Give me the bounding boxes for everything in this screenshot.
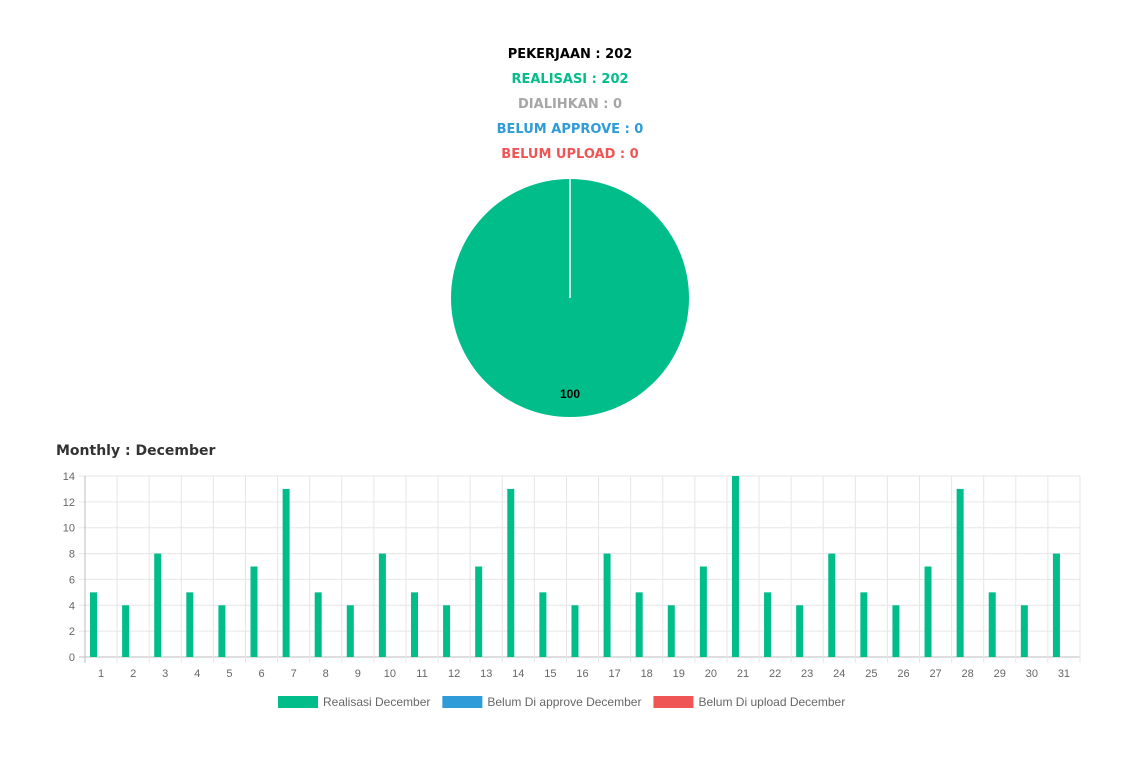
x-tick-label: 15 [544,668,556,680]
x-tick-label: 19 [673,668,685,680]
x-tick-label: 7 [291,668,297,680]
summary-block: PEKERJAAN : 202 REALISASI : 202 DIALIHKA… [0,42,1140,167]
pie-chart-svg: 100 [451,179,689,417]
x-tick-label: 3 [162,668,168,680]
bar[interactable] [892,605,900,657]
x-tick-label: 31 [1058,668,1070,680]
realisasi-total: REALISASI : 202 [511,72,629,87]
bar[interactable] [571,605,579,657]
bar[interactable] [378,553,386,657]
monthly-title: Monthly : December [56,443,216,459]
y-tick-label: 6 [69,574,75,586]
bar[interactable] [956,488,964,657]
bar-chart: 0 2 4 6 8 10 12 14 1 2 3 4 5 6 7 8 9 10 11 12 13 14 15 16 17 18 19… [0,466,1140,726]
bar[interactable] [282,488,290,657]
pie-data-label: 100 [560,387,580,401]
bar[interactable] [186,592,194,657]
bar[interactable] [796,605,804,657]
bar[interactable] [507,488,515,657]
dialihkan-total: DIALIHKAN : 0 [518,97,622,112]
bar[interactable] [314,592,322,657]
legend-label[interactable]: Belum Di upload December [698,695,845,709]
legend-label[interactable]: Belum Di approve December [487,695,641,709]
x-tick-label: 24 [833,668,845,680]
y-tick-label: 12 [63,497,75,509]
pekerjaan-total: PEKERJAAN : 202 [507,47,633,62]
x-tick-label: 5 [226,668,232,680]
x-tick-label: 6 [258,668,264,680]
legend-label[interactable]: Realisasi December [323,695,430,709]
x-tick-label: 29 [994,668,1006,680]
x-tick-label: 21 [737,668,749,680]
x-tick-label: 26 [897,668,909,680]
x-tick-label: 4 [194,668,200,680]
x-tick-label: 17 [608,668,620,680]
x-tick-label: 25 [865,668,877,680]
bar[interactable] [699,566,707,658]
y-tick-label: 14 [63,471,75,483]
bar[interactable] [475,566,483,658]
bar[interactable] [924,566,932,658]
x-tick-label: 2 [130,668,136,680]
pie-chart: 100 [450,178,690,418]
x-tick-label: 10 [384,668,396,680]
x-tick-label: 28 [962,668,974,680]
bar[interactable] [731,476,739,657]
x-tick-label: 13 [480,668,492,680]
belum-upload-total: BELUM UPLOAD : 0 [501,147,639,162]
x-tick-label: 22 [769,668,781,680]
bar[interactable] [539,592,547,657]
y-tick-label: 2 [69,626,75,638]
y-tick-label: 10 [63,523,75,535]
x-tick-label: 30 [1026,668,1038,680]
y-tick-label: 4 [69,600,75,612]
bar[interactable] [443,605,451,657]
legend-swatch[interactable] [442,696,483,708]
bar[interactable] [667,605,675,657]
x-tick-label: 11 [416,668,427,680]
y-tick-label: 0 [69,652,75,664]
belum-approve-total: BELUM APPROVE : 0 [496,122,644,137]
x-tick-label: 23 [801,668,813,680]
x-tick-label: 9 [355,668,361,680]
legend-swatch[interactable] [653,696,694,708]
bar[interactable] [154,553,162,657]
bar[interactable] [988,592,996,657]
bar[interactable] [828,553,836,657]
x-tick-label: 16 [576,668,588,680]
bar[interactable] [90,592,98,657]
x-tick-label: 12 [448,668,460,680]
bar[interactable] [346,605,354,657]
x-tick-label: 1 [98,668,104,680]
x-tick-label: 27 [929,668,941,680]
x-tick-label: 14 [512,668,524,680]
x-tick-label: 20 [705,668,717,680]
y-tick-label: 8 [69,549,75,561]
x-tick-label: 18 [641,668,653,680]
bar[interactable] [764,592,772,657]
x-tick-label: 8 [323,668,329,680]
bar[interactable] [1020,605,1028,657]
bar[interactable] [122,605,130,657]
bar[interactable] [1052,553,1060,657]
bar[interactable] [250,566,258,658]
bar[interactable] [635,592,643,657]
legend-swatch[interactable] [278,696,318,708]
bar[interactable] [860,592,868,657]
bar[interactable] [218,605,226,657]
bar[interactable] [603,553,611,657]
bar[interactable] [410,592,418,657]
